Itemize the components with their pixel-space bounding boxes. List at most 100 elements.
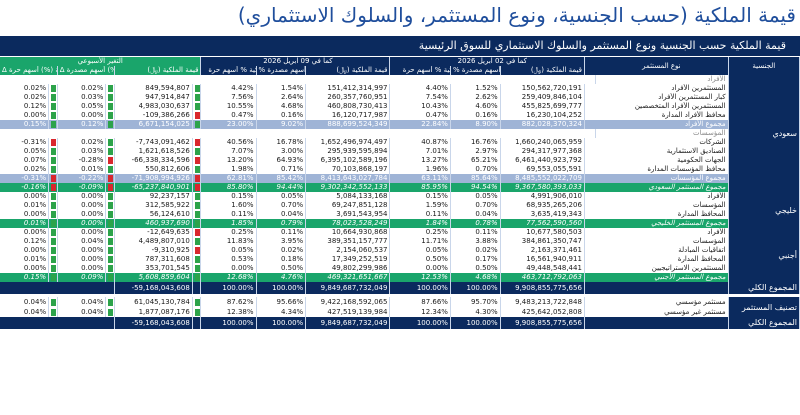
as-of-0204-header: كما في 02 ابريل 2026 — [400, 57, 585, 66]
free-pct-0204: 1.96% — [400, 165, 451, 174]
issued-pct-0204: 4.60% — [450, 102, 501, 111]
up-indicator-icon — [108, 265, 114, 272]
free-pct-0204: 0.05% — [400, 246, 451, 255]
issued-pct-0204: 4.30% — [450, 307, 501, 317]
column-gap — [389, 317, 401, 329]
issued-pct-0204: 16.76% — [450, 138, 501, 147]
value-change-flag-cell — [192, 273, 202, 282]
issued-pct-0204: 65.21% — [450, 156, 501, 165]
free-pct-change-flag-cell — [48, 297, 58, 307]
value-change: 947,914,847 — [114, 93, 193, 102]
free-pct-0904: 23.00% — [206, 120, 257, 129]
free-pct-change: 0.12% — [0, 237, 50, 246]
table-row: -0.31% 0.02% -7,743,091,462 40.56% 16.78% 1,6… — [0, 138, 800, 147]
column-gap — [584, 156, 596, 165]
value-change: 61,045,130,784 — [114, 297, 193, 307]
free-pct-change-flag-cell — [48, 201, 58, 210]
free-pct-0204: 87.66% — [400, 297, 451, 307]
section-row: الأفراد سعودي — [0, 75, 800, 192]
column-gap — [584, 228, 596, 237]
column-gap — [389, 84, 401, 93]
nationality-foreign: أجنبي — [728, 228, 800, 282]
value-0204: 16,230,104,252 — [500, 111, 585, 120]
issued-pct-change-flag-cell — [105, 120, 115, 129]
column-gap — [200, 102, 207, 111]
value-change: -65,237,840,901 — [114, 183, 193, 192]
column-gap — [200, 273, 207, 282]
free-pct-change: 0.07% — [0, 156, 50, 165]
free-pct-change-flag-cell — [48, 174, 58, 183]
weekly-change-header: التغير الأسبوعي — [0, 57, 202, 66]
total-filler — [0, 282, 115, 294]
issued-pct-change: 0.12% — [57, 120, 107, 129]
free-pct-0904: 87.62% — [206, 297, 257, 307]
free-pct-change: 0.00% — [0, 264, 50, 273]
issued-pct-0904: 0.05% — [256, 192, 307, 201]
column-gap — [200, 264, 207, 273]
value-0204-total: 9,908,855,775,656 — [500, 317, 585, 329]
issued-pct-change-flag-cell — [105, 273, 115, 282]
grand-total-row: -59,168,043,608 100.00% 100.00% 9,849,687,7… — [0, 282, 800, 294]
investor-type-label: الصناديق الاستثمارية — [595, 147, 729, 156]
section-row: المؤسسات — [0, 129, 800, 138]
free-pct-change-flag-cell — [48, 264, 58, 273]
table-row: -0.16% -0.09% -65,237,840,901 85.80% 94.44% 9… — [0, 183, 800, 192]
free-pct-change: -0.31% — [0, 174, 50, 183]
column-gap — [389, 255, 401, 264]
column-gap — [584, 120, 596, 129]
value-change-flag-cell — [192, 102, 202, 111]
table-row: 0.05% 0.03% 1,621,618,526 7.07% 3.00% 295,939… — [0, 147, 800, 156]
issued-pct-0204: 4.68% — [450, 273, 501, 282]
column-gap — [389, 192, 401, 201]
value-0904: 460,808,730,413 — [305, 102, 391, 111]
table-row: 0.15% 0.09% 5,608,859,604 12.68% 4.76% 469,32… — [0, 273, 800, 282]
up-indicator-icon — [194, 202, 200, 209]
issued-pct-0904: 0.79% — [256, 219, 307, 228]
column-gap — [584, 183, 596, 192]
grand-total-row: -59,168,043,608 100.00% 100.00% 9,849,687,7… — [0, 317, 800, 329]
issued-pct-change-flag-cell — [105, 147, 115, 156]
free-pct-0204: 22.84% — [400, 120, 451, 129]
free-pct-change-flag-cell — [48, 219, 58, 228]
value-0904: 70,103,868,197 — [305, 165, 391, 174]
column-gap — [389, 273, 401, 282]
issued-pct-change: -0.28% — [57, 156, 107, 165]
free-pct-0204: 0.15% — [400, 192, 451, 201]
column-gap — [584, 138, 596, 147]
issued-pct-change-flag-cell — [105, 297, 115, 307]
free-pct-0904: 40.56% — [206, 138, 257, 147]
value-change: 92,237,157 — [114, 192, 193, 201]
up-indicator-icon — [108, 308, 114, 316]
issued-pct-change: 0.05% — [57, 102, 107, 111]
free-pct-0204: 85.95% — [400, 183, 451, 192]
up-indicator-icon — [51, 202, 57, 209]
issued-pct-0204: 0.70% — [450, 201, 501, 210]
value-0204: 384,861,350,747 — [500, 237, 585, 246]
value-change-flag-cell — [192, 307, 202, 317]
investor-type-header: نوع المستثمر — [595, 57, 729, 75]
up-indicator-icon — [108, 94, 114, 101]
up-indicator-icon — [51, 148, 57, 155]
free-pct-0204: 1.84% — [400, 219, 451, 228]
table-row: 0.15% 0.12% 6,671,154,025 23.00% 9.02% 888,69… — [0, 120, 800, 129]
up-indicator-icon — [51, 85, 57, 92]
section-label: الأفراد — [595, 75, 729, 84]
table-row: 0.00% 0.00% 353,701,545 0.00% 0.50% 49,802,29… — [0, 264, 800, 273]
value-0904: 8,413,643,027,784 — [305, 174, 391, 183]
free-pct-0204: 12.53% — [400, 273, 451, 282]
classification-label: تصنيف المستثمر — [728, 297, 800, 317]
col-issued-pct-0904: % أسهم مصدرة — [256, 66, 307, 75]
value-change: -12,649,635 — [114, 228, 193, 237]
column-gap — [584, 237, 596, 246]
up-indicator-icon — [194, 274, 200, 281]
up-indicator-icon — [194, 308, 200, 316]
up-indicator-icon — [108, 238, 114, 245]
issued-pct-0904: 16.78% — [256, 138, 307, 147]
free-pct-change-flag-cell — [48, 165, 58, 174]
value-0204: 882,028,370,324 — [500, 120, 585, 129]
value-change-flag-cell — [192, 147, 202, 156]
total-filler — [595, 317, 729, 329]
classification-row: 0.04% 0.04% 61,045,130,784 87.62% 95.66% 9,42… — [0, 297, 800, 317]
column-gap — [389, 93, 401, 102]
up-indicator-icon — [51, 121, 57, 128]
